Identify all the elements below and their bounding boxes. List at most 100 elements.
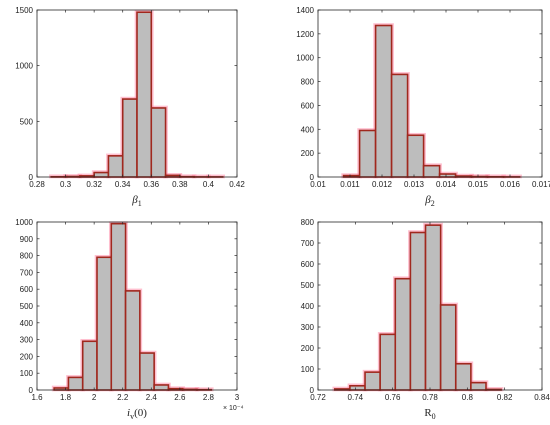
x-axis-label: β2 xyxy=(424,194,434,208)
histogram-bar xyxy=(439,304,457,391)
histogram-panel-bottom-right: 0.72 0.74 0.76 0.78 0.8 0.82 0.84 0 100 200 300 400… xyxy=(301,218,550,421)
x-tick-label: 0.32 xyxy=(86,180,102,189)
y-tick-label: 200 xyxy=(20,352,34,361)
x-tick-label: 0.82 xyxy=(497,393,513,402)
y-tick-label: 1000 xyxy=(15,62,33,71)
histogram-bar xyxy=(424,224,442,391)
y-tick-label: 1500 xyxy=(15,6,33,15)
x-tick-label: 0.78 xyxy=(422,393,438,402)
histogram-bar xyxy=(150,107,167,178)
x-axis-exponent: × 10⁻⁴ xyxy=(223,405,244,412)
histogram-bar xyxy=(454,362,472,391)
histogram-bar xyxy=(139,352,155,391)
y-tick-label: 800 xyxy=(20,252,34,261)
histogram-bar xyxy=(374,24,393,178)
x-tick-label: 3 xyxy=(235,393,240,402)
y-tick-label: 900 xyxy=(20,235,34,244)
histogram-bar xyxy=(409,231,427,391)
histogram-bar xyxy=(349,384,366,391)
histogram-bar xyxy=(124,290,141,391)
y-tick-label: 500 xyxy=(20,302,34,311)
histogram-bar xyxy=(422,164,441,178)
x-tick-label: 2.6 xyxy=(174,393,186,402)
x-tick-label: 1.6 xyxy=(31,393,43,402)
histogram-bar xyxy=(358,129,377,178)
histogram-bar xyxy=(438,173,457,178)
x-tick-label: 0.012 xyxy=(372,180,393,189)
x-tick-label: 0.28 xyxy=(29,180,45,189)
y-tick-label: 400 xyxy=(20,319,34,328)
histogram-bar xyxy=(93,171,110,178)
x-tick-label: 0.72 xyxy=(310,393,326,402)
x-tick-label: 2.2 xyxy=(117,393,129,402)
y-tick-label: 1000 xyxy=(296,54,314,63)
y-tick-label: 500 xyxy=(20,117,34,126)
x-tick-label: 2 xyxy=(92,393,97,402)
y-tick-label: 400 xyxy=(301,125,315,134)
x-tick-label: 0.76 xyxy=(385,393,401,402)
x-tick-label: 0.42 xyxy=(229,180,245,189)
x-tick-label: 0.84 xyxy=(534,393,550,402)
y-tick-label: 1400 xyxy=(296,6,314,15)
histogram-bar xyxy=(406,134,425,178)
x-tick-label: 0.34 xyxy=(115,180,131,189)
x-axis-label: R0 xyxy=(424,407,435,421)
x-axis-label: β1 xyxy=(131,194,141,208)
x-tick-label: 2.8 xyxy=(203,393,215,402)
histogram-bar xyxy=(121,98,138,178)
x-tick-label: 0.38 xyxy=(172,180,188,189)
y-tick-label: 400 xyxy=(301,302,315,311)
histogram-bar xyxy=(136,11,153,178)
histogram-bar xyxy=(394,277,412,391)
histogram-bar xyxy=(67,376,84,391)
x-tick-label: 0.36 xyxy=(143,180,159,189)
y-tick-label: 800 xyxy=(301,78,315,87)
x-tick-label: 0.74 xyxy=(348,393,364,402)
histogram-panel-top-left: 0.28 0.3 0.32 0.34 0.36 0.38 0.4 0.42 0 500 1000 15… xyxy=(15,6,245,208)
axes-frame xyxy=(36,9,238,178)
histogram-bar xyxy=(153,384,170,391)
x-tick-label: 0.017 xyxy=(532,180,550,189)
y-tick-label: 600 xyxy=(301,101,315,110)
y-tick-label: 1000 xyxy=(15,218,33,227)
y-tick-label: 100 xyxy=(301,365,315,374)
x-tick-label: 0.8 xyxy=(462,393,474,402)
y-tick-label: 200 xyxy=(301,344,315,353)
x-tick-label: 0.01 xyxy=(310,180,326,189)
y-tick-label: 800 xyxy=(301,218,315,227)
y-tick-label: 300 xyxy=(301,323,315,332)
x-tick-label: 0.011 xyxy=(340,180,360,189)
histogram-bar xyxy=(470,381,487,391)
histogram-bar xyxy=(364,371,381,391)
y-tick-label: 0 xyxy=(310,386,315,395)
histogram-panel-bottom-left: 1.6 1.8 2 2.2 2.4 2.6 2.8 3 0 100 200 300 400 500 600 7… xyxy=(15,218,243,421)
x-tick-label: 0.4 xyxy=(203,180,215,189)
y-tick-label: 500 xyxy=(301,281,315,290)
x-tick-label: 0.014 xyxy=(436,180,457,189)
y-tick-label: 700 xyxy=(301,239,315,248)
x-tick-label: 1.8 xyxy=(60,393,72,402)
histogram-bar xyxy=(96,256,113,391)
histogram-bar xyxy=(110,222,127,391)
y-tick-label: 100 xyxy=(20,369,34,378)
y-tick-label: 200 xyxy=(301,149,315,158)
x-tick-label: 2.4 xyxy=(146,393,158,402)
y-tick-label: 0 xyxy=(310,173,315,182)
x-tick-label: 0.016 xyxy=(500,180,521,189)
histogram-bar xyxy=(379,333,397,391)
y-tick-label: 700 xyxy=(20,268,34,277)
histogram-bar xyxy=(81,340,98,391)
y-tick-label: 300 xyxy=(20,336,34,345)
y-tick-label: 600 xyxy=(301,260,315,269)
y-tick-label: 0 xyxy=(29,386,34,395)
axes-frame xyxy=(317,9,543,178)
y-tick-label: 0 xyxy=(29,173,34,182)
histogram-bar xyxy=(107,155,124,178)
y-tick-label: 1200 xyxy=(296,30,314,39)
histogram-panel-top-right: 0.01 0.011 0.012 0.013 0.014 0.015 0.016 0.017 0… xyxy=(296,6,550,208)
x-tick-label: 0.013 xyxy=(404,180,425,189)
y-tick-label: 600 xyxy=(20,285,34,294)
histogram-bar xyxy=(390,73,409,178)
x-tick-label: 0.015 xyxy=(468,180,489,189)
